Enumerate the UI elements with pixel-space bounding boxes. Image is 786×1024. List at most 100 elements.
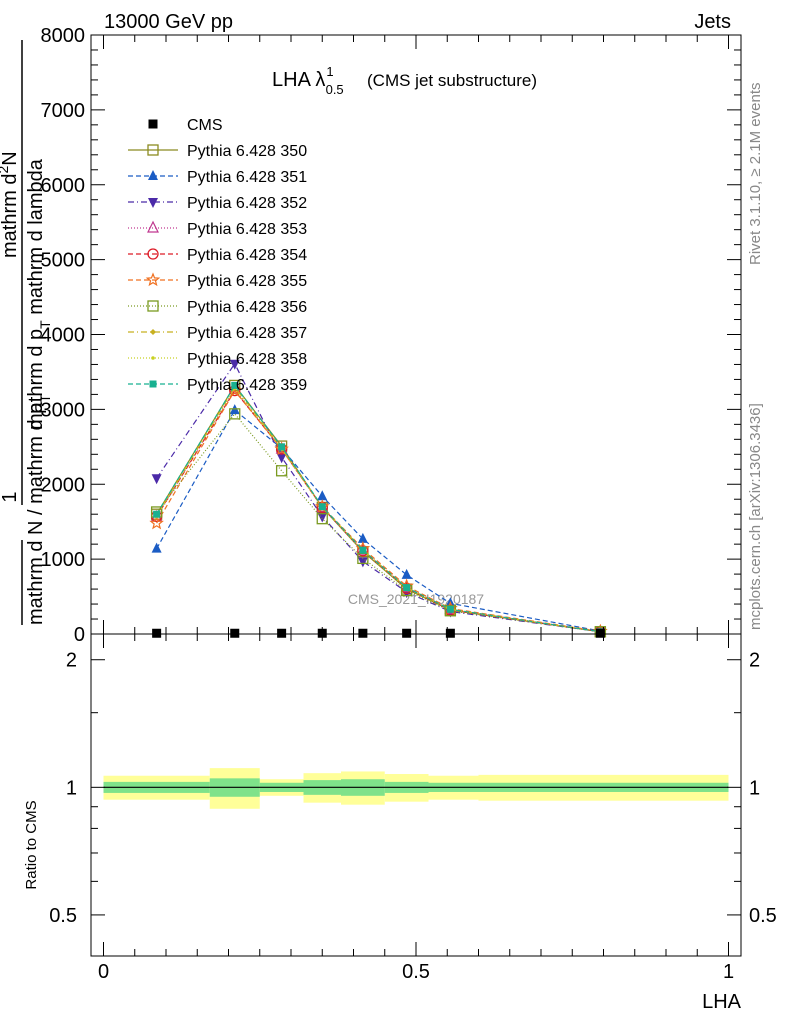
legend-label: Pythia 6.428 358 xyxy=(187,351,307,368)
y-label-num: mathrm d2N xyxy=(0,151,21,258)
data-point xyxy=(358,628,368,638)
series-point xyxy=(446,605,454,613)
series-point xyxy=(403,584,411,592)
data-point xyxy=(230,628,240,638)
series-point xyxy=(276,453,287,464)
plot-title: LHA λ1 0.5 (CMS jet substructure) xyxy=(272,64,537,97)
title-lambda: LHA λ xyxy=(272,69,325,91)
series-356 xyxy=(150,408,607,638)
y-label-den1-text: mathrm d N / mathrm d p xyxy=(25,403,47,625)
series-point xyxy=(274,441,289,456)
y-axis-label: 1 mathrm d N / mathrm d pT mathrm d2N ma… xyxy=(0,40,53,625)
legend-item-350: Pythia 6.428 350 xyxy=(128,143,307,160)
legend-marker xyxy=(147,144,159,156)
legend-marker xyxy=(151,356,155,360)
ratio-band xyxy=(103,768,729,809)
legend-item-357: Pythia 6.428 357 xyxy=(128,325,307,342)
legend-label: Pythia 6.428 350 xyxy=(187,143,307,160)
legend-marker xyxy=(148,170,158,180)
series-point xyxy=(316,513,328,525)
legend-item-351: Pythia 6.428 351 xyxy=(128,169,307,186)
y-label-den2-sub: T xyxy=(37,320,53,329)
y-label-num-b: N xyxy=(0,151,21,165)
series-point xyxy=(275,465,288,477)
header-left: 13000 GeV pp xyxy=(104,11,233,33)
y-tick-label: 1000 xyxy=(41,549,86,571)
mcplots-label: mcplots.cern.ch [arXiv:1306.3436] xyxy=(747,403,764,630)
legend-item-359: Pythia 6.428 359 xyxy=(128,377,307,394)
y-tick-label: 4000 xyxy=(41,325,86,347)
series-line xyxy=(156,388,601,633)
data-point xyxy=(277,628,287,638)
legend-marker xyxy=(148,119,158,129)
legend-marker xyxy=(148,198,158,208)
legend-label: CMS xyxy=(187,117,223,134)
series-line xyxy=(156,409,601,632)
series-point xyxy=(318,503,326,511)
y-tick-label: 2000 xyxy=(41,474,86,496)
ratio-tick-label: 1 xyxy=(66,777,77,799)
title-sup: 1 xyxy=(326,64,333,79)
x-tick-label: 0.5 xyxy=(402,961,430,983)
y-label-den2: mathrm d pT mathrm d lambda xyxy=(25,158,53,430)
y-tick-label: 8000 xyxy=(41,25,86,47)
legend-item-358: Pythia 6.428 358 xyxy=(128,351,307,368)
series-point xyxy=(153,510,161,518)
x-axis-label: LHA xyxy=(702,991,742,1013)
y-tick-label: 7000 xyxy=(41,100,86,122)
y-label-den2-a: mathrm d p xyxy=(25,329,47,430)
legend-label: Pythia 6.428 351 xyxy=(187,169,307,186)
ratio-tick-label-right: 1 xyxy=(749,777,760,799)
legend-item-cms: CMS xyxy=(148,117,223,134)
series-line xyxy=(156,384,601,633)
legend-label: Pythia 6.428 359 xyxy=(187,377,307,394)
legend-item-355: Pythia 6.428 355 xyxy=(128,272,307,290)
legend-item-352: Pythia 6.428 352 xyxy=(128,195,307,212)
title-suffix: (CMS jet substructure) xyxy=(367,71,537,90)
y-label-frac-one: 1 xyxy=(0,491,21,502)
data-point xyxy=(152,628,162,638)
ratio-tick-label: 0.5 xyxy=(49,905,77,927)
series-point xyxy=(359,546,367,554)
series-point xyxy=(357,545,369,557)
rivet-label: Rivet 3.1.10, ≥ 2.1M events xyxy=(747,83,764,266)
y-label-num-sup: 2 xyxy=(0,166,11,174)
axes: 0 1000 2000 3000 4000 5000 6000 7000 8000 0.5 0.5 1… xyxy=(41,25,777,983)
y-tick-label: 3000 xyxy=(41,399,86,421)
title-sub: 0.5 xyxy=(326,82,344,97)
series-point xyxy=(401,568,412,579)
data-series-cms xyxy=(152,628,605,638)
legend-marker xyxy=(149,380,157,388)
series-point xyxy=(151,542,162,553)
series-point xyxy=(357,557,368,568)
data-point xyxy=(445,628,455,638)
series-point xyxy=(357,532,368,543)
legend-label: Pythia 6.428 354 xyxy=(187,247,307,264)
x-tick-label: 0 xyxy=(98,961,109,983)
series-point xyxy=(231,381,239,389)
series-point xyxy=(317,490,328,501)
legend-label: Pythia 6.428 356 xyxy=(187,299,307,316)
series-point xyxy=(229,408,241,420)
legend-label: Pythia 6.428 353 xyxy=(187,221,307,238)
ratio-y-label: Ratio to CMS xyxy=(23,800,40,889)
ratio-tick-label-right: 0.5 xyxy=(749,905,777,927)
series-point xyxy=(278,443,286,451)
y-label-den1: mathrm d N / mathrm d pT xyxy=(25,394,53,625)
ratio-tick-label-right: 2 xyxy=(749,650,760,672)
series-point xyxy=(151,474,162,485)
series-point xyxy=(229,359,240,370)
legend-item-354: Pythia 6.428 354 xyxy=(128,247,307,264)
data-point xyxy=(595,628,605,638)
legend-item-356: Pythia 6.428 356 xyxy=(128,299,307,316)
legend-label: Pythia 6.428 352 xyxy=(187,195,307,212)
series-point xyxy=(149,515,164,530)
ratio-tick-label: 2 xyxy=(66,650,77,672)
legend-marker xyxy=(147,300,159,312)
legend-label: Pythia 6.428 357 xyxy=(187,325,307,342)
y-label-den2-b: mathrm d lambda xyxy=(25,158,47,320)
series-point xyxy=(317,512,328,523)
title-main: LHA λ1 0.5 xyxy=(272,64,344,97)
y-tick-label: 5000 xyxy=(41,250,86,272)
legend-marker xyxy=(145,272,161,287)
